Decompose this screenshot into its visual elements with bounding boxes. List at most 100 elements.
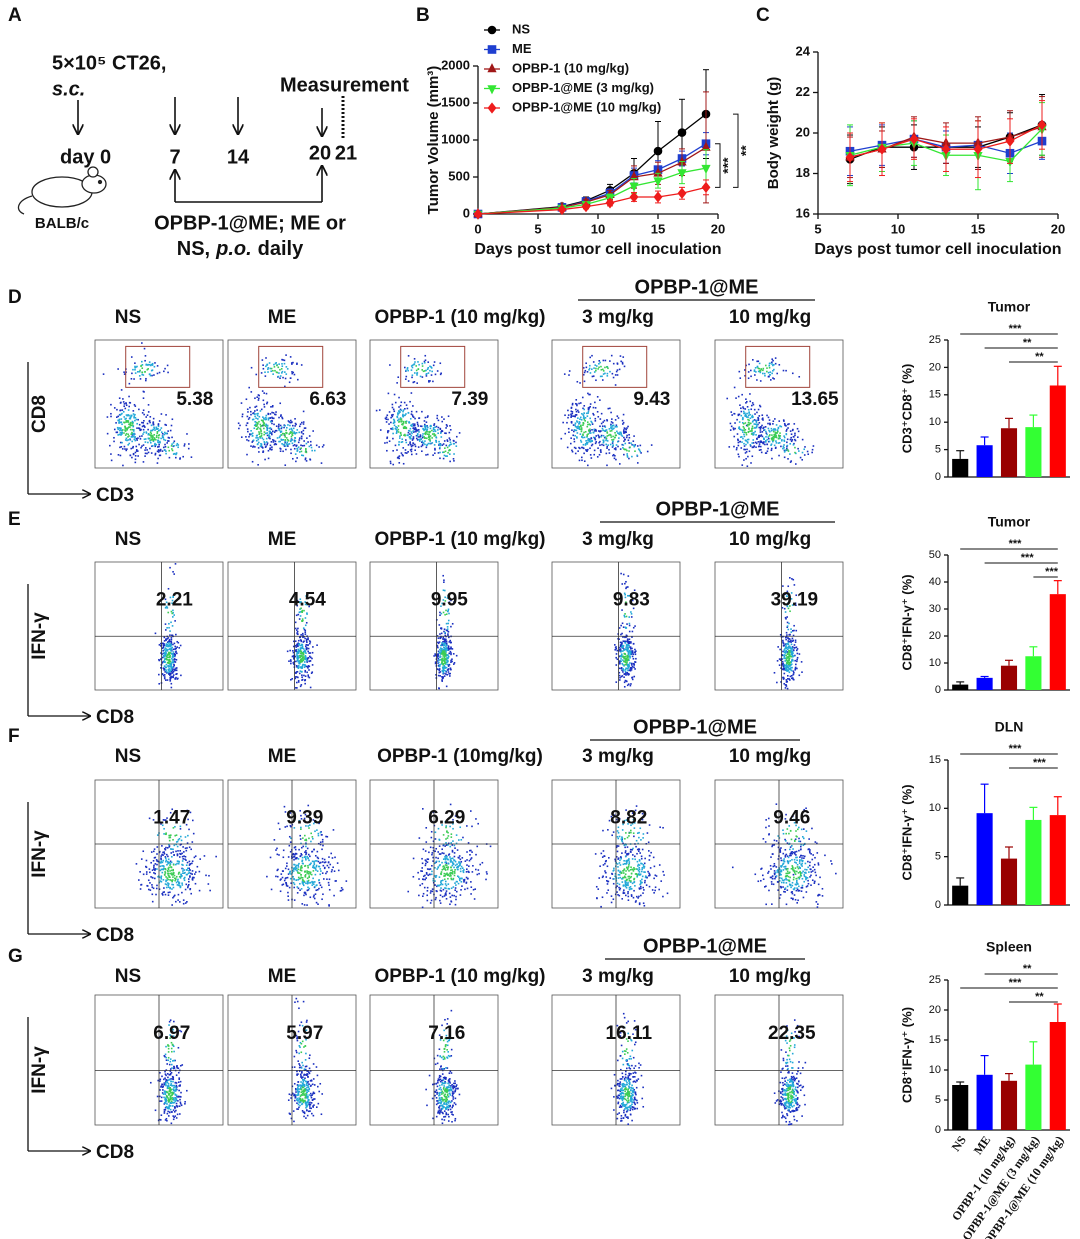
event-dot — [602, 439, 605, 442]
event-dot — [165, 645, 167, 647]
event-dot — [444, 634, 447, 637]
event-dot — [624, 659, 627, 661]
event-dot — [650, 444, 653, 446]
event-dot — [783, 436, 786, 439]
event-dot — [783, 677, 785, 680]
event-dot — [171, 656, 174, 658]
event-dot — [336, 862, 339, 864]
event-dot — [426, 433, 429, 435]
event-dot — [426, 861, 429, 863]
event-dot — [782, 668, 785, 671]
event-dot — [282, 870, 284, 872]
event-dot — [575, 426, 578, 428]
event-dot — [258, 432, 261, 435]
event-dot — [441, 848, 443, 851]
event-dot — [789, 453, 791, 455]
panel-letter: A — [8, 5, 22, 26]
event-dot — [173, 660, 176, 663]
event-dot — [153, 437, 156, 439]
event-dot — [625, 448, 627, 451]
event-dot — [326, 878, 328, 881]
event-dot — [742, 422, 745, 425]
event-dot — [278, 440, 280, 443]
event-dot — [246, 453, 248, 456]
event-dot — [606, 375, 609, 377]
event-dot — [601, 443, 603, 446]
event-dot — [445, 640, 448, 643]
event-dot — [797, 436, 799, 438]
event-dot — [323, 867, 326, 870]
event-dot — [280, 414, 282, 416]
event-dot — [175, 881, 178, 884]
event-dot — [167, 664, 170, 667]
event-dot — [328, 856, 330, 858]
event-dot — [571, 429, 573, 431]
event-dot — [401, 423, 404, 426]
event-dot — [404, 452, 407, 454]
event-dot — [257, 426, 259, 429]
event-dot — [425, 454, 427, 456]
event-dot — [141, 364, 144, 366]
event-dot — [443, 666, 446, 668]
event-dot — [595, 369, 597, 372]
event-dot — [178, 875, 181, 878]
event-dot — [284, 439, 287, 441]
event-dot — [396, 430, 398, 433]
event-dot — [439, 894, 442, 897]
event-dot — [291, 363, 293, 365]
event-dot — [272, 373, 274, 375]
event-dot — [407, 412, 410, 414]
event-dot — [568, 370, 571, 372]
event-dot — [632, 626, 635, 629]
gate — [400, 345, 466, 388]
event-dot — [169, 848, 172, 850]
event-dot — [289, 850, 292, 853]
event-dot — [285, 366, 288, 368]
event-dot — [589, 439, 591, 441]
event-dot — [284, 811, 287, 813]
event-dot — [289, 877, 292, 880]
event-dot — [158, 682, 161, 685]
event-dot — [260, 432, 263, 435]
event-dot — [777, 434, 780, 437]
event-dot — [607, 434, 610, 437]
event-dot — [444, 631, 446, 634]
event-dot — [439, 653, 442, 655]
event-dot — [587, 441, 589, 444]
event-dot — [298, 662, 300, 665]
event-dot — [301, 859, 304, 862]
event-dot — [794, 666, 797, 669]
event-dot — [172, 838, 174, 841]
event-dot — [141, 342, 143, 344]
event-dot — [436, 414, 439, 417]
event-dot — [433, 428, 436, 431]
event-dot — [250, 445, 252, 447]
event-dot — [419, 425, 422, 427]
event-dot — [445, 897, 448, 900]
event-dot — [744, 439, 747, 442]
event-dot — [445, 609, 447, 612]
event-dot — [414, 361, 416, 363]
event-dot — [303, 674, 305, 677]
event-dot — [259, 428, 262, 431]
event-dot — [190, 456, 193, 458]
event-dot — [579, 421, 581, 424]
event-dot — [463, 881, 465, 883]
event-dot — [163, 887, 165, 889]
event-dot — [164, 598, 167, 601]
event-dot — [163, 438, 165, 441]
event-dot — [312, 822, 315, 825]
event-dot — [126, 420, 128, 423]
event-dot — [783, 456, 786, 459]
event-dot — [168, 665, 171, 668]
event-dot — [266, 442, 269, 444]
event-dot — [164, 893, 167, 896]
event-dot — [752, 434, 754, 436]
event-dot — [598, 435, 600, 438]
event-dot — [782, 678, 785, 680]
event-dot — [624, 613, 626, 615]
event-dot — [610, 423, 612, 426]
plot-title: ME — [268, 746, 297, 767]
event-dot — [297, 676, 299, 679]
event-dot — [460, 860, 463, 863]
